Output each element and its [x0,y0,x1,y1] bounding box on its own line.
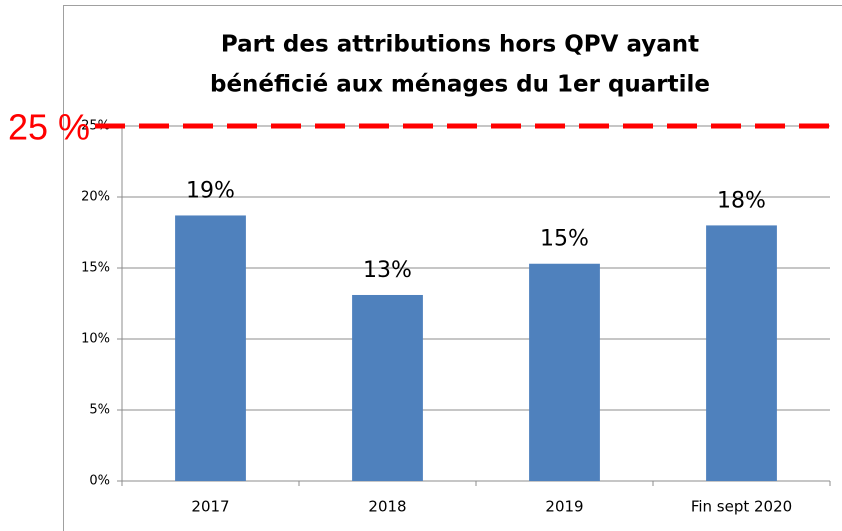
y-tick-label: 20% [81,190,110,205]
y-tick-label: 5% [89,403,110,418]
value-label: 18% [717,188,766,213]
bar [706,225,777,481]
x-tick-label: 2018 [368,498,406,516]
value-label: 19% [186,178,235,203]
y-tick-label: 10% [81,332,110,347]
x-tick-label: Fin sept 2020 [691,498,792,516]
bar [529,263,600,481]
y-tick-label: 0% [89,474,110,489]
bar [175,215,246,481]
x-tick-label: 2019 [545,498,583,516]
annotation-label: 25 % [8,107,90,148]
chart-title: bénéficié aux ménages du 1er quartile [210,72,710,98]
value-label: 15% [540,227,589,252]
bar [352,294,423,481]
x-tick-label: 2017 [191,498,229,516]
value-label: 13% [363,258,412,283]
chart-title: Part des attributions hors QPV ayant [221,32,699,58]
y-tick-label: 15% [81,261,110,276]
